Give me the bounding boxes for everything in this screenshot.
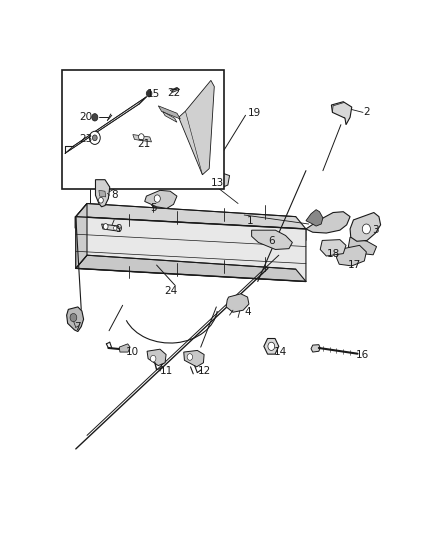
Text: 4: 4	[245, 307, 251, 317]
Text: 9: 9	[115, 224, 122, 234]
Polygon shape	[102, 224, 120, 231]
Polygon shape	[76, 204, 306, 229]
Polygon shape	[67, 307, 84, 332]
Polygon shape	[320, 240, 346, 256]
Bar	[61, 70, 224, 189]
Text: 21: 21	[137, 139, 150, 149]
Text: 24: 24	[164, 286, 177, 295]
Polygon shape	[99, 190, 106, 197]
Text: 13: 13	[211, 178, 224, 188]
Polygon shape	[147, 349, 166, 366]
Polygon shape	[75, 216, 306, 240]
Polygon shape	[348, 237, 377, 255]
Polygon shape	[119, 344, 130, 352]
Text: 17: 17	[347, 260, 361, 270]
Polygon shape	[202, 172, 230, 188]
Text: 12: 12	[198, 366, 211, 376]
Circle shape	[92, 114, 98, 121]
Circle shape	[187, 354, 193, 360]
Circle shape	[146, 90, 152, 97]
Polygon shape	[306, 212, 350, 233]
Polygon shape	[133, 134, 152, 142]
Circle shape	[362, 224, 371, 234]
Polygon shape	[76, 255, 306, 281]
Polygon shape	[311, 345, 320, 352]
Circle shape	[154, 195, 160, 202]
Polygon shape	[145, 190, 177, 208]
Circle shape	[138, 134, 144, 140]
Text: 8: 8	[111, 190, 117, 200]
Text: 10: 10	[126, 347, 139, 357]
Text: 23: 23	[79, 134, 92, 144]
Circle shape	[92, 135, 97, 141]
Text: 11: 11	[159, 366, 173, 376]
Text: 5: 5	[150, 204, 156, 213]
Polygon shape	[306, 209, 323, 226]
Polygon shape	[184, 350, 204, 367]
Circle shape	[113, 226, 117, 230]
Text: 2: 2	[364, 107, 371, 117]
Polygon shape	[76, 204, 87, 268]
Circle shape	[268, 342, 275, 350]
Circle shape	[99, 197, 103, 203]
Polygon shape	[170, 87, 180, 92]
Polygon shape	[350, 213, 381, 241]
Polygon shape	[158, 106, 180, 119]
Polygon shape	[179, 80, 214, 175]
Text: 14: 14	[274, 347, 287, 357]
Polygon shape	[95, 180, 110, 207]
Circle shape	[70, 313, 77, 322]
Circle shape	[89, 131, 100, 144]
Text: 1: 1	[247, 216, 253, 226]
Text: 18: 18	[327, 248, 340, 259]
Polygon shape	[226, 294, 249, 312]
Text: 22: 22	[168, 88, 181, 98]
Polygon shape	[332, 102, 352, 125]
Text: 16: 16	[355, 350, 369, 360]
Text: 3: 3	[372, 225, 379, 235]
Text: 7: 7	[74, 321, 81, 332]
Text: 6: 6	[268, 236, 276, 246]
Polygon shape	[336, 245, 366, 266]
Circle shape	[151, 356, 156, 362]
Polygon shape	[65, 97, 146, 154]
Polygon shape	[76, 216, 306, 281]
Text: 15: 15	[147, 88, 160, 99]
Polygon shape	[162, 111, 177, 122]
Polygon shape	[251, 230, 293, 249]
Circle shape	[103, 224, 108, 229]
Text: 19: 19	[248, 108, 261, 118]
Text: 20: 20	[79, 112, 92, 122]
